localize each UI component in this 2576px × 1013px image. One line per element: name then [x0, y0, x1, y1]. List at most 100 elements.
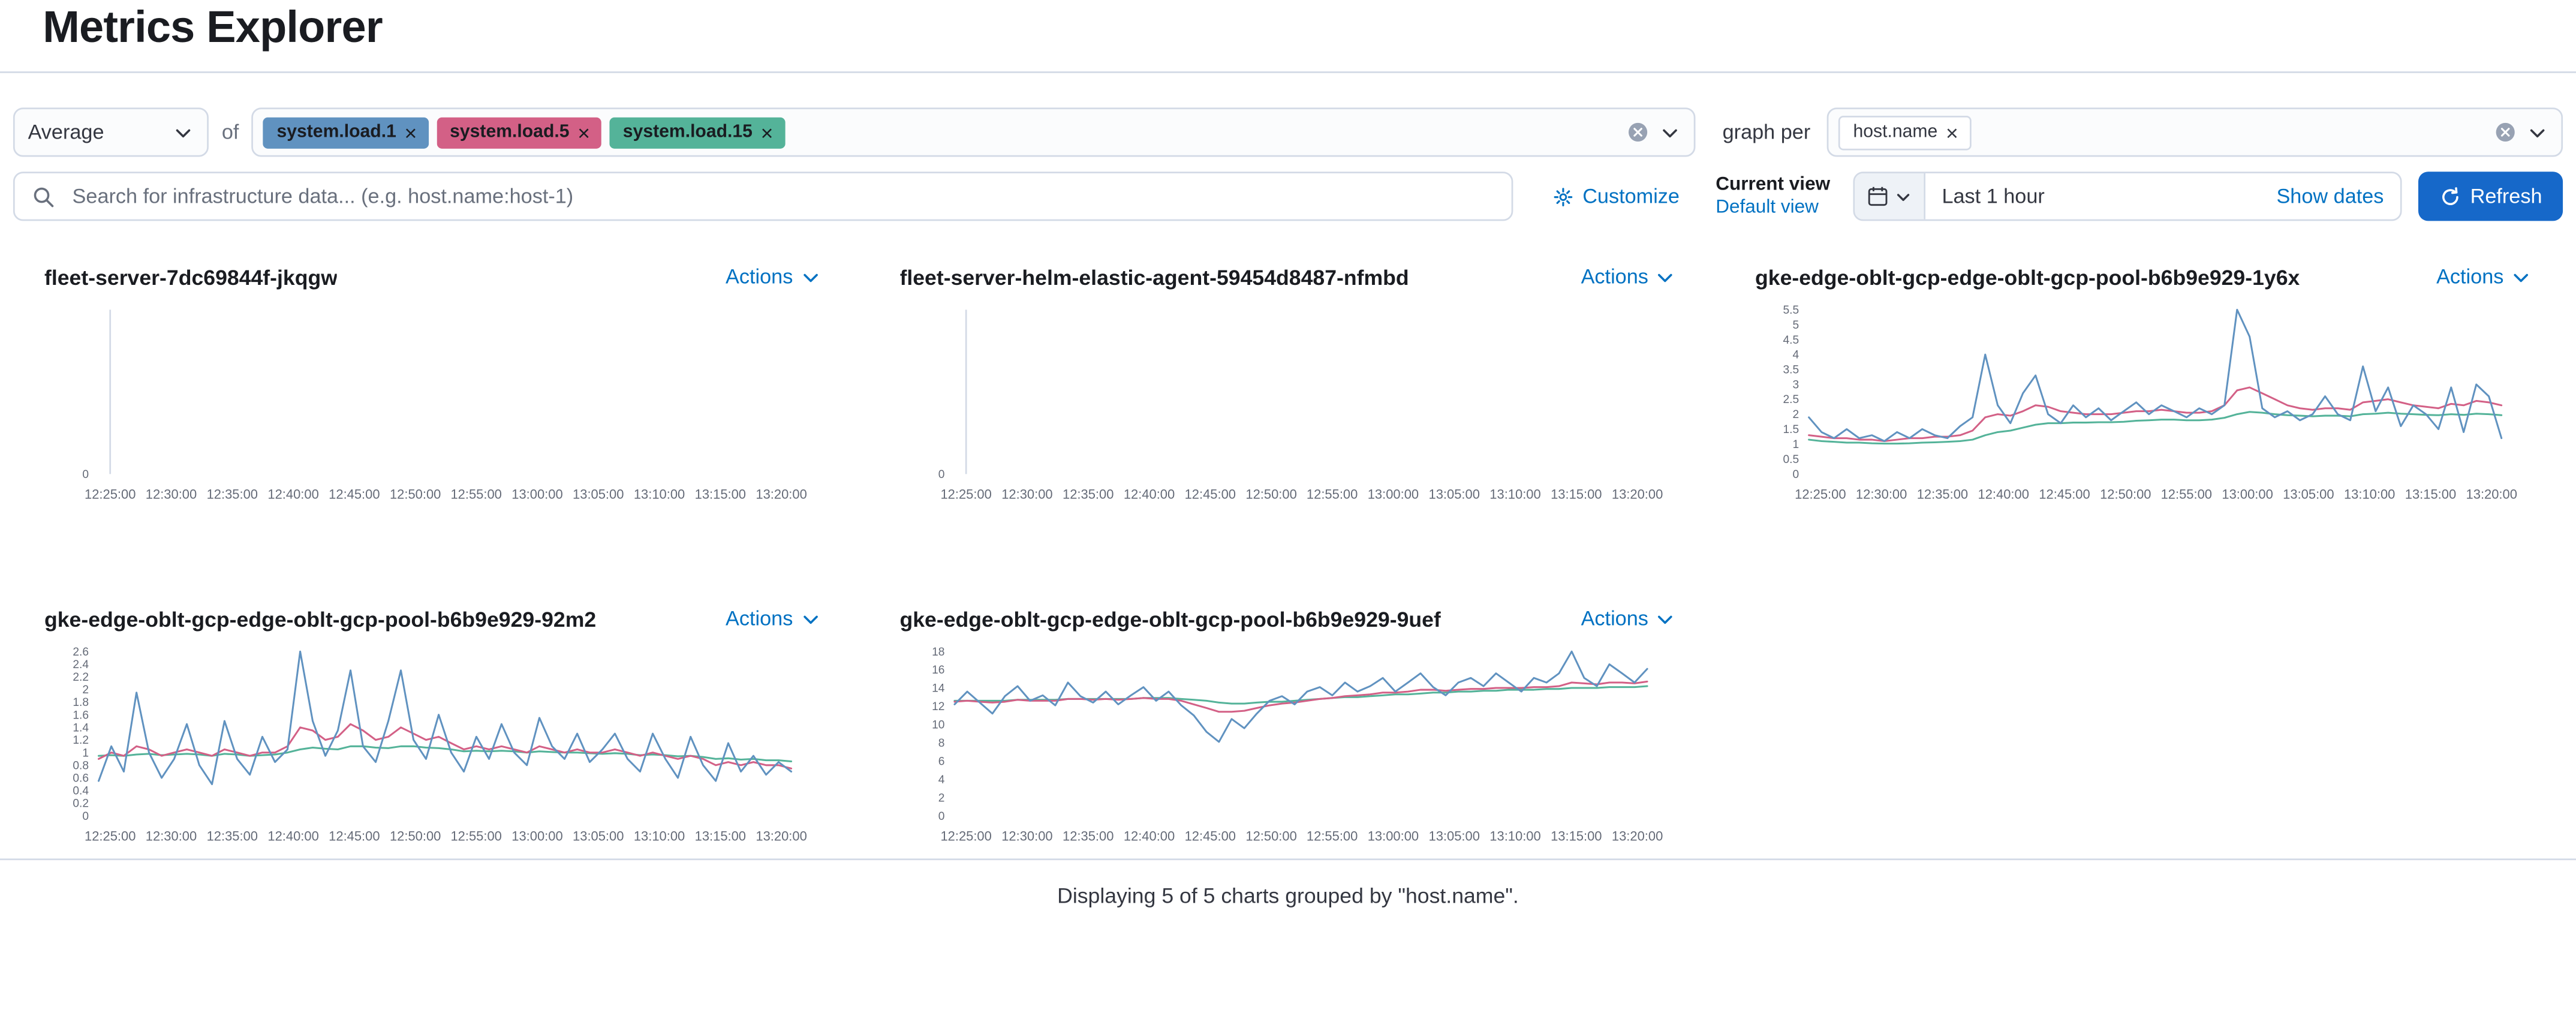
svg-text:1.6: 1.6: [73, 709, 89, 722]
customize-label: Customize: [1582, 185, 1680, 208]
svg-text:12: 12: [931, 701, 944, 713]
svg-text:2: 2: [82, 684, 89, 696]
svg-text:13:10:00: 13:10:00: [2345, 486, 2396, 501]
svg-text:12:25:00: 12:25:00: [940, 486, 991, 501]
svg-text:2.6: 2.6: [73, 646, 89, 659]
svg-text:13:05:00: 13:05:00: [1428, 486, 1479, 501]
search-input[interactable]: [69, 183, 1495, 210]
group-by-badges: host.name ×: [1838, 115, 2487, 150]
svg-text:13:20:00: 13:20:00: [1611, 486, 1662, 501]
group-by-badge: host.name ×: [1838, 115, 1972, 150]
remove-metric-button[interactable]: ×: [754, 122, 780, 143]
svg-text:4.5: 4.5: [1783, 334, 1799, 347]
chart-card: fleet-server-helm-elastic-agent-59454d84…: [899, 264, 1676, 517]
search-input-wrapper: [13, 172, 1514, 221]
svg-text:12:35:00: 12:35:00: [1918, 486, 1969, 501]
page-title: Metrics Explorer: [43, 2, 383, 52]
group-by-combo-icons: [2494, 121, 2548, 143]
group-by-combobox[interactable]: host.name ×: [1826, 107, 2563, 157]
refresh-button[interactable]: Refresh: [2418, 172, 2563, 221]
metrics-combobox[interactable]: system.load.1 × system.load.5 × system.load.…: [252, 107, 1696, 157]
svg-text:13:20:00: 13:20:00: [756, 486, 806, 501]
svg-text:13:15:00: 13:15:00: [695, 486, 746, 501]
chart-actions-button[interactable]: Actions: [726, 265, 821, 288]
chart-actions-button[interactable]: Actions: [1581, 265, 1677, 288]
svg-text:12:50:00: 12:50:00: [1245, 828, 1296, 843]
chevron-down-icon[interactable]: [2527, 122, 2548, 143]
date-quick-select-button[interactable]: [1855, 173, 1926, 220]
svg-text:12:35:00: 12:35:00: [1062, 828, 1113, 843]
metric-chart[interactable]: 0 12:25:00 12:30:00 12:35:00 12:40:00 12:45:0…: [44, 303, 821, 516]
svg-text:18: 18: [931, 646, 944, 659]
remove-group-by-button[interactable]: ×: [1939, 122, 1965, 143]
svg-text:12:50:00: 12:50:00: [390, 486, 441, 501]
metric-chart[interactable]: 00.20.40.60.811.21.41.61.822.22.42.6 12:2…: [44, 645, 821, 858]
svg-text:0.5: 0.5: [1783, 453, 1799, 466]
chart-actions-button[interactable]: Actions: [726, 607, 821, 630]
metric-chart[interactable]: 0 12:25:00 12:30:00 12:35:00 12:40:00 12:45:0…: [899, 303, 1676, 516]
svg-text:12:40:00: 12:40:00: [1123, 486, 1174, 501]
svg-text:12:25:00: 12:25:00: [85, 486, 136, 501]
header-divider: [0, 71, 2576, 73]
svg-text:12:30:00: 12:30:00: [1001, 486, 1052, 501]
time-range-value[interactable]: Last 1 hour: [1942, 185, 2045, 208]
clear-metrics-button[interactable]: [1627, 121, 1650, 143]
svg-text:13:10:00: 13:10:00: [1489, 828, 1540, 843]
default-view-link[interactable]: Default view: [1716, 198, 1819, 218]
chevron-down-icon: [803, 273, 817, 281]
of-label: of: [221, 121, 239, 144]
svg-text:12:25:00: 12:25:00: [940, 828, 991, 843]
svg-text:1.2: 1.2: [73, 734, 89, 747]
metrics-combo-icons: [1627, 121, 1681, 143]
svg-text:0.4: 0.4: [73, 785, 89, 798]
svg-text:12:55:00: 12:55:00: [2162, 486, 2213, 501]
metric-chart[interactable]: 0 2 4 6 8 10 12 14 16 18 12:25:00 12:30:00 12:35:00 1…: [899, 645, 1676, 858]
show-dates-button[interactable]: Show dates: [2276, 185, 2384, 208]
svg-text:0: 0: [82, 810, 89, 823]
svg-text:13:05:00: 13:05:00: [2283, 486, 2334, 501]
chart-card: gke-edge-oblt-gcp-edge-oblt-gcp-pool-b6b…: [44, 606, 821, 859]
svg-text:12:30:00: 12:30:00: [1856, 486, 1907, 501]
metric-badge: system.load.15 ×: [609, 116, 785, 148]
chart-header: gke-edge-oblt-gcp-edge-oblt-gcp-pool-b6b…: [1755, 264, 2532, 290]
svg-text:2.4: 2.4: [73, 659, 89, 671]
badge-label: system.load.5: [450, 121, 570, 142]
customize-button[interactable]: Customize: [1543, 183, 1689, 209]
chevron-down-icon: [803, 615, 817, 623]
remove-metric-button[interactable]: ×: [398, 122, 424, 143]
chart-title: gke-edge-oblt-gcp-edge-oblt-gcp-pool-b6b…: [44, 606, 597, 631]
svg-text:12:35:00: 12:35:00: [207, 486, 258, 501]
chart-header: gke-edge-oblt-gcp-edge-oblt-gcp-pool-b6b…: [44, 606, 821, 632]
svg-text:2: 2: [938, 792, 944, 804]
chevron-down-icon[interactable]: [1660, 122, 1682, 143]
svg-text:0: 0: [938, 810, 944, 823]
aggregation-select[interactable]: Average: [13, 107, 209, 157]
svg-text:3.5: 3.5: [1783, 364, 1799, 377]
clear-group-by-button[interactable]: [2494, 121, 2517, 143]
metric-chart[interactable]: 0 0.5 1 1.5 2 2.53 3.5 4 4.5 5 5.5 12:25:00 12:30:00…: [1755, 303, 2532, 516]
view-block: Current view Default view: [1716, 173, 1830, 220]
chevron-down-icon: [1658, 273, 1673, 281]
svg-text:13:10:00: 13:10:00: [634, 828, 685, 843]
chart-actions-button[interactable]: Actions: [1581, 607, 1677, 630]
svg-text:4: 4: [938, 774, 944, 786]
chevron-down-icon: [2514, 273, 2528, 281]
refresh-icon: [2442, 186, 2458, 205]
svg-text:13:05:00: 13:05:00: [573, 486, 624, 501]
svg-text:1: 1: [82, 747, 89, 759]
svg-text:8: 8: [938, 737, 944, 750]
svg-text:13:15:00: 13:15:00: [1550, 486, 1601, 501]
svg-text:0.6: 0.6: [73, 772, 89, 784]
svg-text:13:15:00: 13:15:00: [2406, 486, 2457, 501]
svg-text:13:00:00: 13:00:00: [511, 486, 562, 501]
chart-actions-button[interactable]: Actions: [2436, 265, 2532, 288]
charts-grid: fleet-server-7dc69844f-jkqgw Actions 0 12…: [0, 221, 2576, 858]
chart-actions-label: Actions: [726, 607, 793, 630]
svg-text:13:05:00: 13:05:00: [1428, 828, 1479, 843]
remove-metric-button[interactable]: ×: [571, 122, 597, 143]
svg-text:0.2: 0.2: [73, 798, 89, 810]
svg-text:4: 4: [1793, 349, 1799, 362]
svg-text:6: 6: [938, 756, 944, 768]
svg-text:12:40:00: 12:40:00: [267, 486, 318, 501]
